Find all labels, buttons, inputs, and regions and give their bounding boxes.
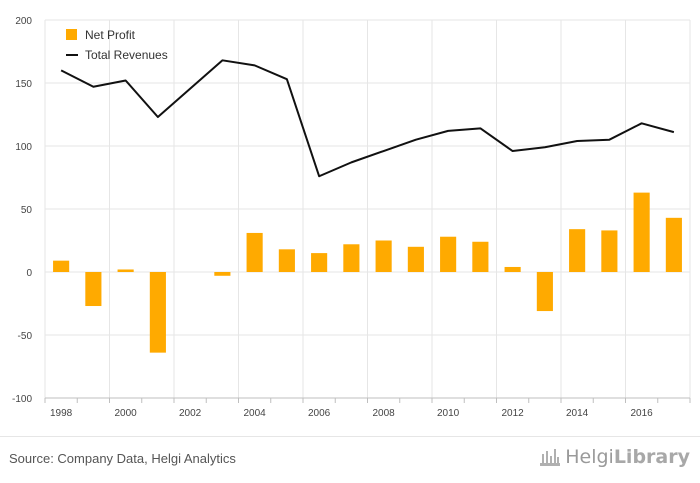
bar-net-profit-2013 xyxy=(536,272,553,312)
bar-net-profit-2003 xyxy=(214,272,231,276)
bar-net-profit-2014 xyxy=(569,229,586,272)
y-tick-label: 150 xyxy=(15,79,32,90)
y-tick-label: 200 xyxy=(15,16,32,27)
helgi-library-logo[interactable]: Helgi Library xyxy=(539,446,690,468)
library-building-icon xyxy=(540,449,561,466)
total-revenues-line xyxy=(60,59,675,178)
bar-net-profit-2006 xyxy=(311,253,328,272)
bar-net-profit-2005 xyxy=(278,249,295,272)
x-tick-label: 2002 xyxy=(179,408,202,419)
y-tick-label: 100 xyxy=(15,142,32,153)
bar-net-profit-2016 xyxy=(633,192,650,272)
brand-suffix: Library xyxy=(613,446,690,468)
source-note: Source: Company Data, Helgi Analytics xyxy=(9,451,236,466)
bar-net-profit-2010 xyxy=(440,236,457,272)
axes xyxy=(44,397,691,403)
x-tick-label: 2016 xyxy=(631,408,654,419)
footer-divider xyxy=(0,436,700,437)
x-tick-label: 2006 xyxy=(308,408,331,419)
x-tick-label: 1998 xyxy=(50,408,73,419)
bar-net-profit-2009 xyxy=(407,246,424,272)
bar-net-profit-2017 xyxy=(665,217,682,272)
x-tick-labels: 1998 2000 2002 2004 2006 2008 2010 2012 2014 2016 xyxy=(50,408,653,419)
x-tick-label: 2008 xyxy=(373,408,396,419)
bar-net-profit-2008 xyxy=(375,240,392,272)
grid-lines xyxy=(44,19,691,399)
x-tick-label: 2014 xyxy=(566,408,589,419)
bar-net-profit-2012 xyxy=(504,266,521,272)
bar-net-profit-2015 xyxy=(601,230,618,272)
y-tick-label: 0 xyxy=(26,268,32,279)
x-tick-label: 2010 xyxy=(437,408,460,419)
legend-label-total-revenues[interactable]: Total Revenues xyxy=(85,48,168,62)
legend: Net Profit Total Revenues xyxy=(66,28,168,62)
brand-name: Helgi xyxy=(565,446,614,468)
bar-net-profit-2001 xyxy=(149,272,166,353)
line-total-revenues xyxy=(60,59,675,178)
net-profit-bars xyxy=(53,192,682,353)
y-tick-label: -100 xyxy=(12,394,32,405)
x-tick-label: 2012 xyxy=(502,408,525,419)
chart: 200 150 100 50 0 -50 -100 1998 2000 2002 2004 2006… xyxy=(12,16,691,419)
y-tick-labels: 200 150 100 50 0 -50 -100 xyxy=(12,16,32,405)
y-tick-label: -50 xyxy=(18,331,33,342)
bar-net-profit-2007 xyxy=(343,244,360,272)
bar-net-profit-2004 xyxy=(246,232,263,272)
bar-net-profit-2011 xyxy=(472,241,489,272)
legend-swatch-net-profit xyxy=(66,29,77,40)
bar-net-profit-2000 xyxy=(117,269,134,272)
x-tick-label: 2004 xyxy=(244,408,267,419)
legend-label-net-profit[interactable]: Net Profit xyxy=(85,28,136,42)
x-tick-label: 2000 xyxy=(115,408,138,419)
bar-net-profit-1999 xyxy=(85,272,102,307)
bar-net-profit-1998 xyxy=(53,260,70,272)
y-tick-label: 50 xyxy=(21,205,33,216)
